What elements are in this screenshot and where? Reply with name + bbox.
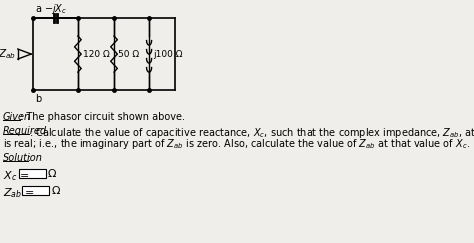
Text: Given: Given	[3, 112, 31, 122]
Text: Required: Required	[3, 126, 47, 136]
Text: a: a	[35, 4, 41, 14]
Text: $Z_{ab}$: $Z_{ab}$	[0, 47, 16, 61]
Text: Ω: Ω	[51, 186, 60, 196]
Text: is real; i.e., the imaginary part of $Z_{ab}$ is zero. Also, calculate the value: is real; i.e., the imaginary part of $Z_…	[3, 137, 470, 151]
Text: $X_c$ =: $X_c$ =	[3, 169, 29, 183]
FancyBboxPatch shape	[22, 186, 49, 195]
Text: b: b	[35, 94, 41, 104]
Text: Solution: Solution	[3, 153, 43, 163]
Text: 50 Ω: 50 Ω	[118, 50, 139, 59]
Text: j100 Ω: j100 Ω	[153, 50, 182, 59]
Text: : The phasor circuit shown above.: : The phasor circuit shown above.	[20, 112, 185, 122]
Text: :: :	[28, 153, 31, 163]
Text: $-jX_c$: $-jX_c$	[44, 2, 67, 16]
Text: 120 Ω: 120 Ω	[83, 50, 109, 59]
Text: $Z_{ab}$ =: $Z_{ab}$ =	[3, 186, 34, 200]
Text: Ω: Ω	[48, 169, 56, 179]
FancyBboxPatch shape	[19, 169, 46, 178]
Text: : Calculate the value of capacitive reactance, $X_c$, such that the complex impe: : Calculate the value of capacitive reac…	[29, 126, 474, 140]
